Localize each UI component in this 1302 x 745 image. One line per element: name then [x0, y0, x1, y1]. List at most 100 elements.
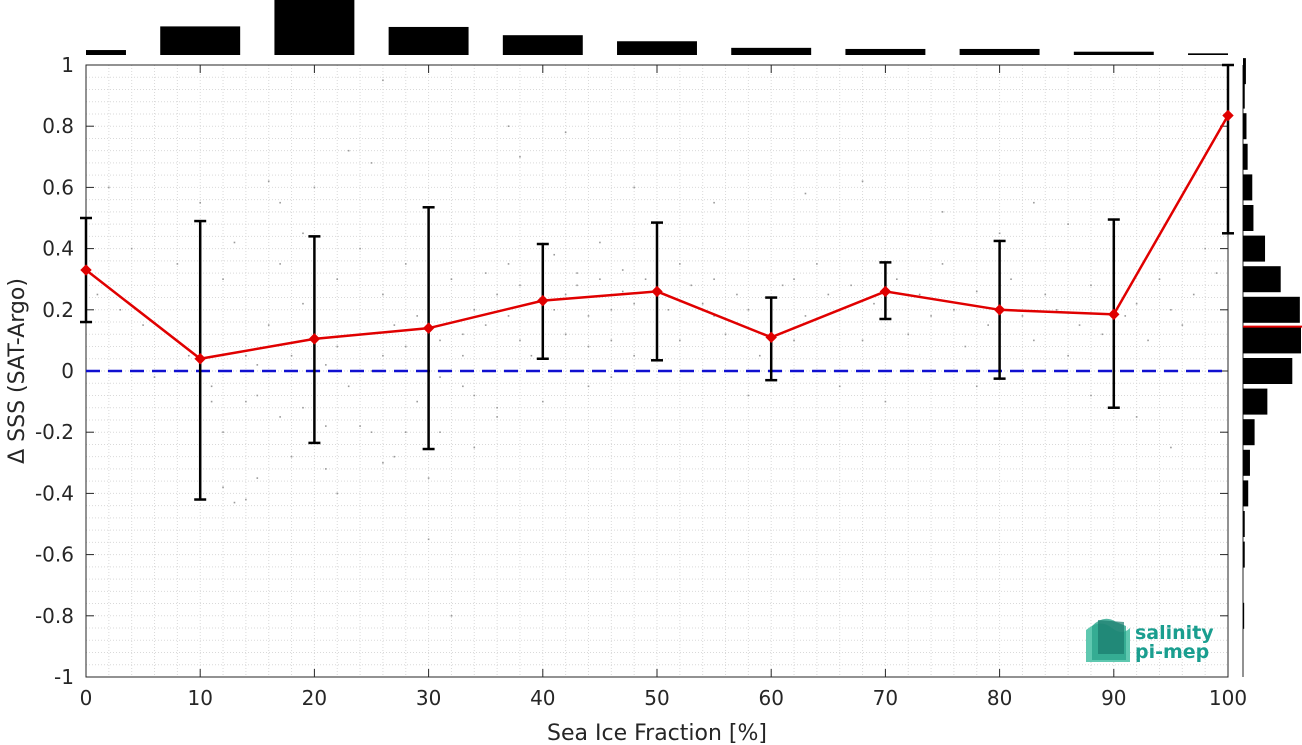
scatter-point: [382, 79, 384, 82]
scatter-point: [267, 324, 270, 326]
scatter-point: [382, 462, 384, 464]
right-hist-bar: [1243, 204, 1254, 232]
scatter-point: [964, 345, 967, 348]
scatter-point: [793, 339, 795, 342]
scatter-point: [484, 272, 487, 274]
mean-marker: [651, 285, 663, 298]
mean-marker: [194, 353, 206, 365]
scatter-point: [975, 290, 978, 293]
x-tick-label: 20: [302, 686, 327, 710]
scatter-point: [633, 354, 635, 357]
tick-labels: 0 10 20 30 40 50 60 70 80 90 100 1 0.8 0.6 0.4 0.2 0 -0.2…: [35, 53, 1247, 710]
right-histogram: [1242, 58, 1302, 677]
scatter-point: [553, 309, 556, 311]
scatter-point: [393, 455, 396, 458]
scatter-point: [404, 345, 407, 348]
scatter-point: [370, 431, 373, 433]
top-hist-bar: [160, 26, 241, 55]
x-tick-label: 60: [758, 686, 783, 710]
mean-marker: [1222, 109, 1234, 122]
scatter-point: [347, 149, 350, 152]
scatter-point: [210, 385, 213, 388]
scatter-point: [1044, 293, 1047, 296]
scatter-point: [1215, 272, 1218, 274]
scatter-point: [1101, 333, 1104, 336]
scatter-point: [1170, 309, 1172, 311]
right-hist-bar: [1243, 419, 1255, 446]
scatter-point: [1124, 315, 1127, 317]
scatter-point: [564, 333, 567, 336]
y-axis-title: Δ SSS (SAT-Argo): [5, 278, 30, 464]
scatter-point: [450, 615, 453, 617]
scatter-point: [587, 315, 590, 317]
scatter-point: [416, 315, 418, 317]
mean-marker: [765, 331, 777, 344]
scatter-point: [233, 501, 236, 504]
right-hist-bar: [1243, 113, 1247, 140]
scatter-point: [325, 468, 327, 470]
mean-marker: [879, 285, 892, 298]
scatter-point: [736, 293, 738, 296]
scatter-point: [930, 315, 932, 317]
scatter-point: [496, 416, 498, 418]
top-hist-bar: [274, 0, 355, 55]
x-tick-label: 90: [1101, 686, 1126, 710]
scatter-point: [187, 354, 190, 357]
scatter-point: [210, 400, 213, 403]
scatter-point: [713, 201, 715, 204]
scatter-point: [484, 324, 487, 326]
scatter-point: [1067, 223, 1069, 225]
scatter-point: [1021, 315, 1024, 317]
scatter-point: [450, 278, 453, 280]
right-hist-bar: [1243, 327, 1301, 354]
scatter-point: [1192, 293, 1195, 296]
scatter-point: [233, 241, 236, 244]
scatter-point: [245, 498, 247, 501]
scatter-point: [267, 180, 270, 183]
scatter-point: [519, 339, 521, 342]
salinity-pimep-logo: salinity pi-mep: [1086, 618, 1214, 663]
scatter-point: [941, 211, 944, 213]
y-tick-label: -0.6: [35, 543, 74, 567]
scatter-point: [907, 333, 910, 336]
scatter-point: [587, 345, 590, 348]
top-hist-bar: [1073, 51, 1154, 55]
y-tick-label: 0.6: [42, 175, 74, 199]
scatter-point: [633, 302, 635, 305]
scatter-point: [279, 201, 281, 204]
scatter-point: [393, 324, 396, 326]
scatter-point: [279, 263, 281, 265]
scatter-point: [290, 455, 293, 458]
y-tick-label: 0.8: [42, 114, 74, 138]
top-hist-bar: [1188, 53, 1228, 55]
scatter-point: [599, 241, 601, 244]
scatter-point: [1010, 278, 1012, 280]
x-tick-label: 30: [416, 686, 441, 710]
scatter-point: [245, 400, 247, 403]
scatter-point: [302, 302, 304, 305]
scatter-point: [290, 354, 293, 357]
y-tick-label: 0.4: [42, 237, 74, 261]
scatter-point: [359, 425, 361, 427]
logo-line-1: salinity: [1135, 622, 1214, 644]
scatter-point: [256, 364, 259, 366]
scatter-point: [462, 354, 464, 357]
scatter-point: [667, 309, 670, 311]
scatter-point: [404, 431, 407, 433]
scatter-point: [130, 247, 133, 250]
scatter-point: [553, 253, 556, 256]
scatter-point: [1181, 324, 1184, 326]
scatter-point: [496, 293, 498, 296]
right-hist-bar: [1243, 449, 1250, 476]
scatter-point: [679, 370, 681, 372]
scatter-point: [1170, 446, 1172, 449]
mean-marker: [80, 264, 92, 276]
scatter-point: [439, 376, 441, 378]
scatter-point: [439, 339, 441, 342]
scatter-point: [473, 446, 476, 449]
scatter-point: [462, 333, 464, 336]
scatter-point: [861, 180, 864, 183]
scatter-point: [336, 345, 339, 348]
y-tick-label: 1: [61, 53, 74, 77]
right-hist-bar: [1243, 235, 1266, 262]
